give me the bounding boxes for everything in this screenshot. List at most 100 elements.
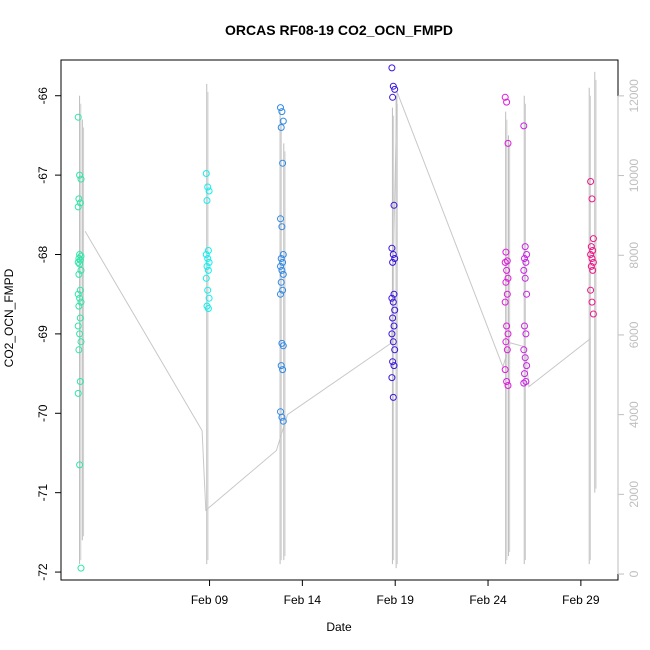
- data-point: [389, 314, 397, 322]
- data-point: [391, 255, 399, 262]
- data-point: [77, 266, 85, 274]
- y2-tick-label: 8000: [627, 242, 641, 269]
- data-point: [391, 306, 399, 314]
- y2-tick-label: 10000: [627, 159, 641, 193]
- data-point: [389, 338, 397, 346]
- data-point: [278, 266, 286, 274]
- data-point: [388, 244, 396, 252]
- data-point: [279, 258, 287, 266]
- data-point: [388, 374, 396, 382]
- y-tick-label: -69: [36, 325, 50, 343]
- data-point: [279, 286, 287, 294]
- data-point: [502, 248, 510, 256]
- y2-tick-label: 12000: [627, 79, 641, 113]
- y-axis: -72 -71 -70 -69 -68 -67 -66: [36, 87, 61, 581]
- y-axis-label: CO2_OCN_FMPD: [2, 268, 16, 367]
- data-point: [76, 256, 84, 264]
- data-point: [75, 270, 83, 278]
- data-point: [391, 85, 399, 93]
- data-point: [501, 258, 509, 266]
- data-point: [204, 255, 212, 262]
- data-point: [522, 258, 530, 266]
- data-point: [587, 262, 595, 270]
- data-point: [589, 258, 597, 266]
- data-point: [501, 298, 509, 306]
- data-point: [74, 203, 82, 211]
- data-point: [75, 302, 83, 310]
- data-point: [503, 346, 511, 354]
- data-point: [277, 124, 285, 131]
- data-point: [504, 330, 512, 338]
- data-point: [204, 305, 212, 312]
- data-point: [278, 223, 286, 231]
- data-point: [520, 266, 528, 274]
- data-point: [520, 346, 528, 354]
- data-point: [587, 178, 595, 185]
- data-point: [388, 64, 396, 72]
- data-point: [504, 382, 512, 389]
- data-point: [503, 378, 511, 385]
- data-point: [278, 108, 286, 116]
- y-tick-label: -72: [36, 563, 50, 581]
- data-point: [202, 274, 210, 282]
- data-point: [504, 139, 512, 147]
- data-point: [522, 378, 530, 385]
- data-point: [388, 294, 396, 302]
- data-point: [74, 290, 82, 298]
- data-point: [389, 82, 397, 90]
- data-point: [277, 255, 285, 262]
- chart-title: ORCAS RF08-19 CO2_OCN_FMPD: [225, 22, 453, 38]
- data-point: [77, 298, 85, 306]
- data-point: [279, 417, 287, 425]
- data-point: [277, 278, 285, 286]
- data-point: [502, 278, 510, 286]
- data-point: [279, 270, 287, 278]
- data-point: [204, 183, 212, 191]
- data-point: [203, 262, 211, 270]
- data-point: [76, 199, 84, 207]
- data-point: [203, 197, 211, 204]
- data-point: [520, 379, 528, 387]
- data-point: [202, 251, 210, 258]
- data-point: [521, 370, 528, 378]
- data-point: [279, 342, 287, 350]
- data-point: [76, 286, 84, 294]
- x-tick-label: Feb 14: [284, 593, 322, 607]
- data-point: [587, 251, 595, 258]
- data-point: [205, 294, 213, 302]
- data-point: [391, 346, 399, 354]
- data-point: [587, 286, 595, 294]
- data-point: [277, 362, 285, 370]
- data-point: [503, 257, 511, 265]
- data-point: [204, 247, 212, 254]
- data-point: [523, 251, 531, 258]
- data-point: [202, 170, 210, 177]
- y2-axis-right: 0 2000 4000 6000 8000 10000 12000: [617, 79, 641, 577]
- data-point: [503, 322, 511, 330]
- data-point: [389, 93, 397, 101]
- data-point: [522, 330, 530, 338]
- y2-tick-label: 2000: [627, 481, 641, 508]
- data-point: [75, 346, 83, 354]
- data-point: [76, 294, 84, 302]
- data-point: [501, 366, 509, 374]
- data-point: [74, 322, 82, 330]
- data-point: [76, 378, 84, 385]
- data-point: [523, 362, 531, 370]
- y2-tick-label: 4000: [627, 401, 641, 428]
- data-point: [389, 393, 397, 401]
- y-tick-label: -66: [36, 87, 50, 105]
- data-point: [520, 122, 528, 130]
- data-point: [204, 286, 212, 294]
- x-tick-label: Feb 24: [469, 593, 507, 607]
- data-point: [74, 389, 82, 397]
- y2-tick-label: 0: [627, 570, 641, 577]
- data-point: [74, 113, 82, 121]
- data-point: [76, 314, 84, 322]
- data-point: [521, 243, 529, 251]
- data-point: [390, 362, 398, 370]
- data-point: [587, 243, 595, 251]
- points-layer: [74, 64, 597, 572]
